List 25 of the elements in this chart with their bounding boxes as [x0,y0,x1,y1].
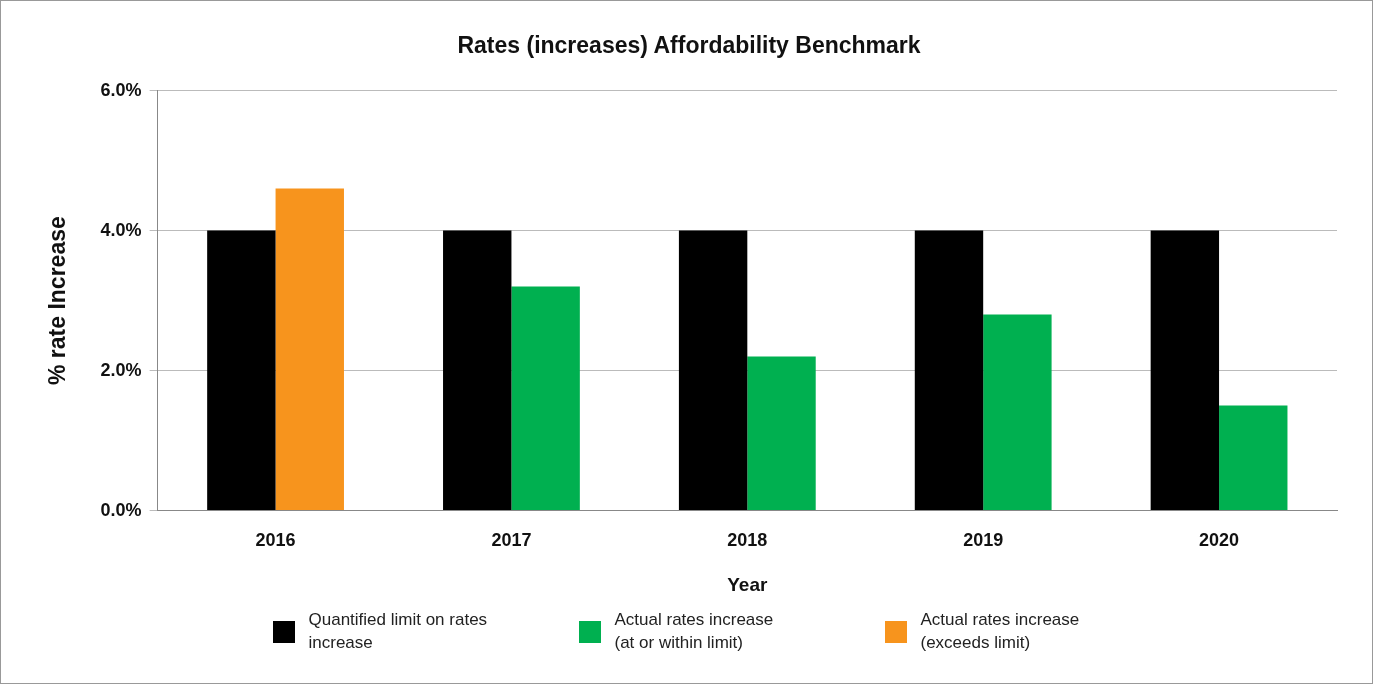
legend-label: Actual rates increase (exceeds limit) [920,609,1081,654]
x-axis-title: Year [727,573,768,595]
bar [914,230,984,511]
bar [983,314,1052,511]
bar [1219,405,1288,511]
bar [1150,230,1220,511]
x-tick-label: 2017 [491,530,532,551]
bar [275,188,344,511]
x-tick-label: 2020 [1199,530,1240,551]
bar [678,230,748,511]
y-axis-title: % rate Increase [44,216,71,385]
bar [443,230,512,511]
chart-title: Rates (increases) Affordability Benchmark [457,32,921,59]
legend-label: Actual rates increase (at or within limit) [614,609,775,654]
y-tick-label: 4.0% [100,219,142,240]
legend-label: Quantified limit on rates increase [308,609,489,654]
bar [747,356,816,511]
x-tick-label: 2019 [963,530,1004,551]
bar [511,286,580,511]
bar [207,230,276,511]
y-tick-label: 6.0% [100,79,142,100]
y-tick-label: 0.0% [100,499,142,520]
x-tick-label: 2018 [727,530,768,551]
y-tick-label: 2.0% [100,359,142,380]
x-tick-label: 2016 [255,530,296,551]
